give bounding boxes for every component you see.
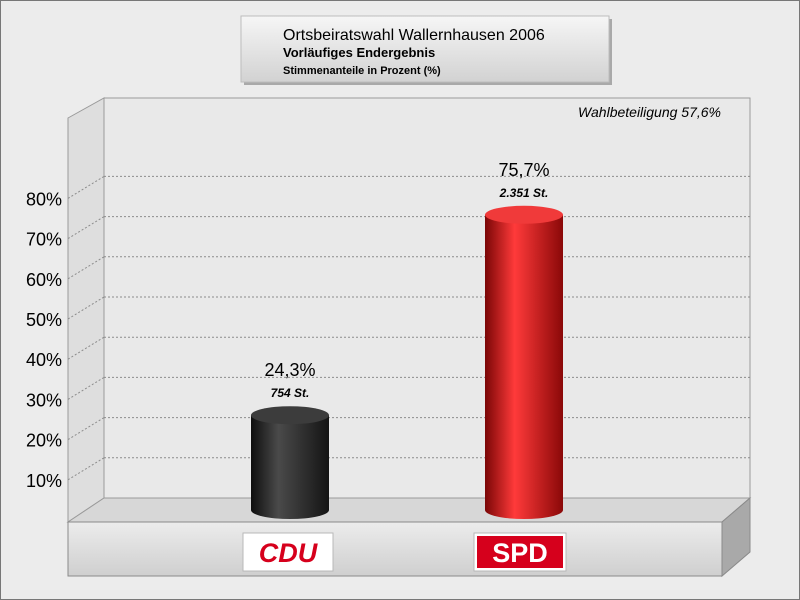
cdu-logo-text: CDU — [259, 538, 319, 568]
chart-subtitle: Vorläufiges Endergebnis — [283, 45, 435, 60]
grid-line-side — [67, 296, 105, 320]
chart-caption: Stimmenanteile in Prozent (%) — [283, 65, 441, 77]
bar-top — [485, 205, 563, 224]
y-tick-label: 40% — [26, 350, 62, 370]
grid-lines — [67, 175, 750, 481]
bar-votes-label: 2.351 St. — [499, 186, 549, 200]
title-box: Ortsbeiratswahl Wallernhausen 2006 Vorlä… — [240, 15, 612, 85]
cdu-logo: CDU — [242, 532, 334, 572]
bars — [251, 205, 563, 519]
y-tick-label: 50% — [26, 310, 62, 330]
turnout-annotation: Wahlbeteiligung 57,6% — [578, 104, 721, 120]
bar-value-label: 75,7% — [498, 160, 549, 180]
bar-body — [485, 214, 563, 519]
bar-top — [251, 406, 329, 425]
y-tick-label: 20% — [26, 431, 62, 451]
grid-line-side — [67, 376, 105, 400]
bar-votes-label: 754 St. — [271, 386, 310, 400]
bar-labels: 24,3% 754 St. 75,7% 2.351 St. — [264, 160, 549, 400]
grid-line-side — [67, 256, 105, 280]
grid-line-side — [67, 457, 105, 481]
y-axis-ticks: 10% 20% 30% 40% 50% 60% 70% 80% — [26, 189, 62, 490]
spd-logo-text: SPD — [492, 538, 548, 568]
y-tick-label: 70% — [26, 230, 62, 250]
y-tick-label: 10% — [26, 471, 62, 491]
grid-line-side — [67, 216, 105, 240]
grid-line-side — [67, 336, 105, 360]
bar-cdu — [251, 406, 329, 519]
bar-body — [251, 415, 329, 519]
spd-logo: SPD — [473, 532, 567, 572]
grid-line-side — [67, 417, 105, 441]
y-tick-label: 60% — [26, 270, 62, 290]
y-tick-label: 30% — [26, 390, 62, 410]
bar-spd — [485, 205, 563, 519]
y-tick-label: 80% — [26, 189, 62, 209]
bar-value-label: 24,3% — [264, 360, 315, 380]
grid-line-side — [67, 175, 105, 199]
plot-walls — [66, 97, 752, 578]
chart-title: Ortsbeiratswahl Wallernhausen 2006 — [283, 27, 545, 44]
